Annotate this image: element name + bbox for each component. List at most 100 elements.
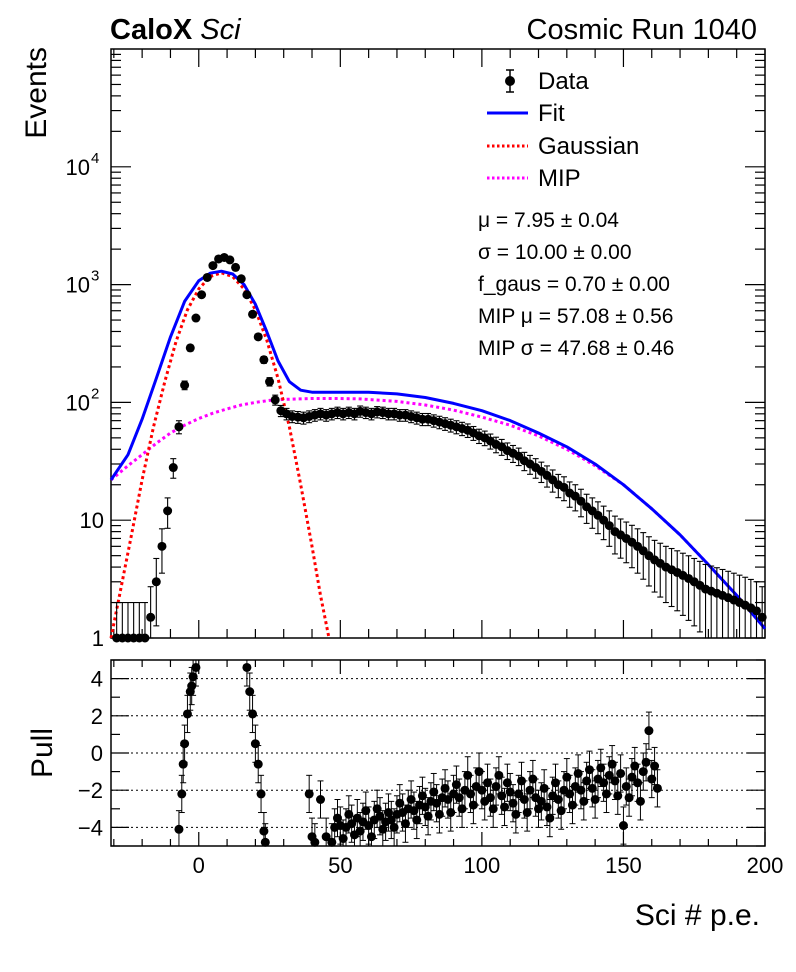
fit-curve bbox=[109, 269, 767, 630]
pull-point-marker bbox=[596, 763, 606, 773]
pull-data-points bbox=[174, 659, 662, 847]
main-fit-curves bbox=[109, 269, 767, 639]
legend-label-mip: MIP bbox=[538, 165, 581, 192]
pull-point-marker bbox=[466, 789, 476, 799]
data-point-marker bbox=[168, 463, 178, 473]
pull-point-marker bbox=[576, 785, 586, 795]
pull-point bbox=[180, 724, 190, 763]
pull-point-marker bbox=[641, 757, 651, 767]
main-axis-ticks bbox=[111, 49, 766, 639]
main-y-tick-label: 10 bbox=[66, 273, 90, 298]
pull-y-tick-label: −2 bbox=[78, 778, 103, 803]
data-point-marker bbox=[599, 515, 609, 525]
mip-curve bbox=[110, 397, 767, 630]
data-point bbox=[248, 309, 258, 319]
pull-point-marker bbox=[253, 759, 263, 769]
pull-point-marker bbox=[412, 815, 422, 825]
data-point bbox=[678, 552, 688, 616]
data-point bbox=[672, 550, 682, 612]
pull-point-marker bbox=[582, 776, 592, 786]
data-point bbox=[684, 555, 694, 621]
pull-point-marker bbox=[259, 826, 269, 836]
pull-point-marker bbox=[364, 821, 374, 831]
pull-point-marker bbox=[248, 709, 258, 719]
legend-entry-fit: Fit bbox=[487, 100, 565, 127]
pull-point-marker bbox=[389, 822, 399, 832]
pull-point bbox=[576, 771, 586, 810]
pull-point-marker bbox=[440, 783, 450, 793]
data-point-marker bbox=[174, 422, 184, 432]
data-point-marker bbox=[202, 272, 212, 282]
pull-point-marker bbox=[378, 824, 388, 834]
pull-point bbox=[500, 787, 510, 827]
data-point bbox=[349, 407, 359, 421]
pull-point-marker bbox=[519, 795, 529, 804]
data-point bbox=[757, 586, 767, 639]
brand-label: CaloX Sci bbox=[110, 14, 242, 46]
pull-point-marker bbox=[644, 726, 654, 736]
pull-point-marker bbox=[525, 785, 535, 795]
main-y-tick-exponent: 2 bbox=[91, 385, 99, 402]
pull-point-marker bbox=[618, 821, 628, 831]
data-point bbox=[752, 581, 762, 639]
data-point bbox=[576, 488, 586, 518]
pull-point bbox=[386, 800, 396, 840]
pull-point-marker bbox=[542, 802, 552, 812]
pull-point-marker bbox=[485, 793, 495, 803]
pull-point bbox=[519, 780, 529, 819]
pull-point bbox=[177, 774, 187, 814]
fit-param-mip-sigma: MIP σ = 47.68 ± 0.46 bbox=[478, 337, 674, 360]
data-point bbox=[146, 586, 156, 639]
data-point bbox=[231, 262, 241, 272]
pull-point bbox=[372, 789, 382, 828]
pull-point-marker bbox=[483, 778, 493, 788]
pull-point-marker bbox=[182, 709, 192, 719]
pull-plot-panel: 4 2 0 −2 −4 0 50 100 150 200 bbox=[78, 659, 784, 878]
pull-point bbox=[260, 823, 270, 847]
pull-point bbox=[613, 776, 623, 815]
data-point-marker bbox=[231, 262, 241, 272]
pull-point bbox=[191, 659, 201, 687]
pull-point-marker bbox=[451, 780, 461, 790]
data-point-marker bbox=[559, 482, 569, 492]
main-y-tick-exponent: 4 bbox=[91, 150, 99, 167]
pull-point-marker bbox=[372, 804, 382, 814]
data-point bbox=[157, 528, 167, 574]
x-tick-label: 200 bbox=[747, 853, 784, 878]
data-point bbox=[599, 505, 609, 541]
pull-point-marker bbox=[242, 662, 252, 672]
pull-y-tick-label: 2 bbox=[91, 704, 103, 729]
pull-point-marker bbox=[553, 795, 563, 804]
data-point bbox=[667, 547, 677, 608]
data-point bbox=[259, 355, 269, 365]
pull-point-marker bbox=[534, 804, 544, 814]
pull-point-marker bbox=[327, 837, 337, 847]
data-point-marker bbox=[242, 290, 252, 300]
pull-point-marker bbox=[420, 802, 430, 812]
pull-point-marker bbox=[332, 813, 342, 823]
data-point-marker bbox=[191, 313, 201, 323]
pull-point-marker bbox=[304, 789, 314, 799]
data-point bbox=[168, 458, 178, 479]
x-tick-label: 0 bbox=[193, 853, 205, 878]
pull-point bbox=[174, 810, 184, 847]
pull-y-tick-label: 4 bbox=[91, 667, 103, 692]
data-point-marker bbox=[604, 521, 614, 531]
run-title: Cosmic Run 1040 bbox=[527, 14, 758, 46]
pull-point-marker bbox=[321, 832, 331, 842]
data-point bbox=[151, 557, 161, 627]
pull-point-marker bbox=[613, 791, 623, 801]
pull-point-marker bbox=[536, 796, 546, 806]
pull-y-tick-label: −4 bbox=[78, 815, 103, 840]
fit-param-sigma: σ = 10.00 ± 0.00 bbox=[478, 241, 632, 264]
pull-point-marker bbox=[621, 781, 631, 791]
pull-point bbox=[641, 743, 651, 782]
pull-point bbox=[253, 745, 263, 784]
x-tick-labels: 0 50 100 150 200 bbox=[193, 853, 784, 878]
pull-point-marker bbox=[386, 815, 396, 825]
pull-point bbox=[644, 711, 654, 750]
pull-point-marker bbox=[432, 798, 442, 808]
data-point bbox=[225, 255, 235, 265]
